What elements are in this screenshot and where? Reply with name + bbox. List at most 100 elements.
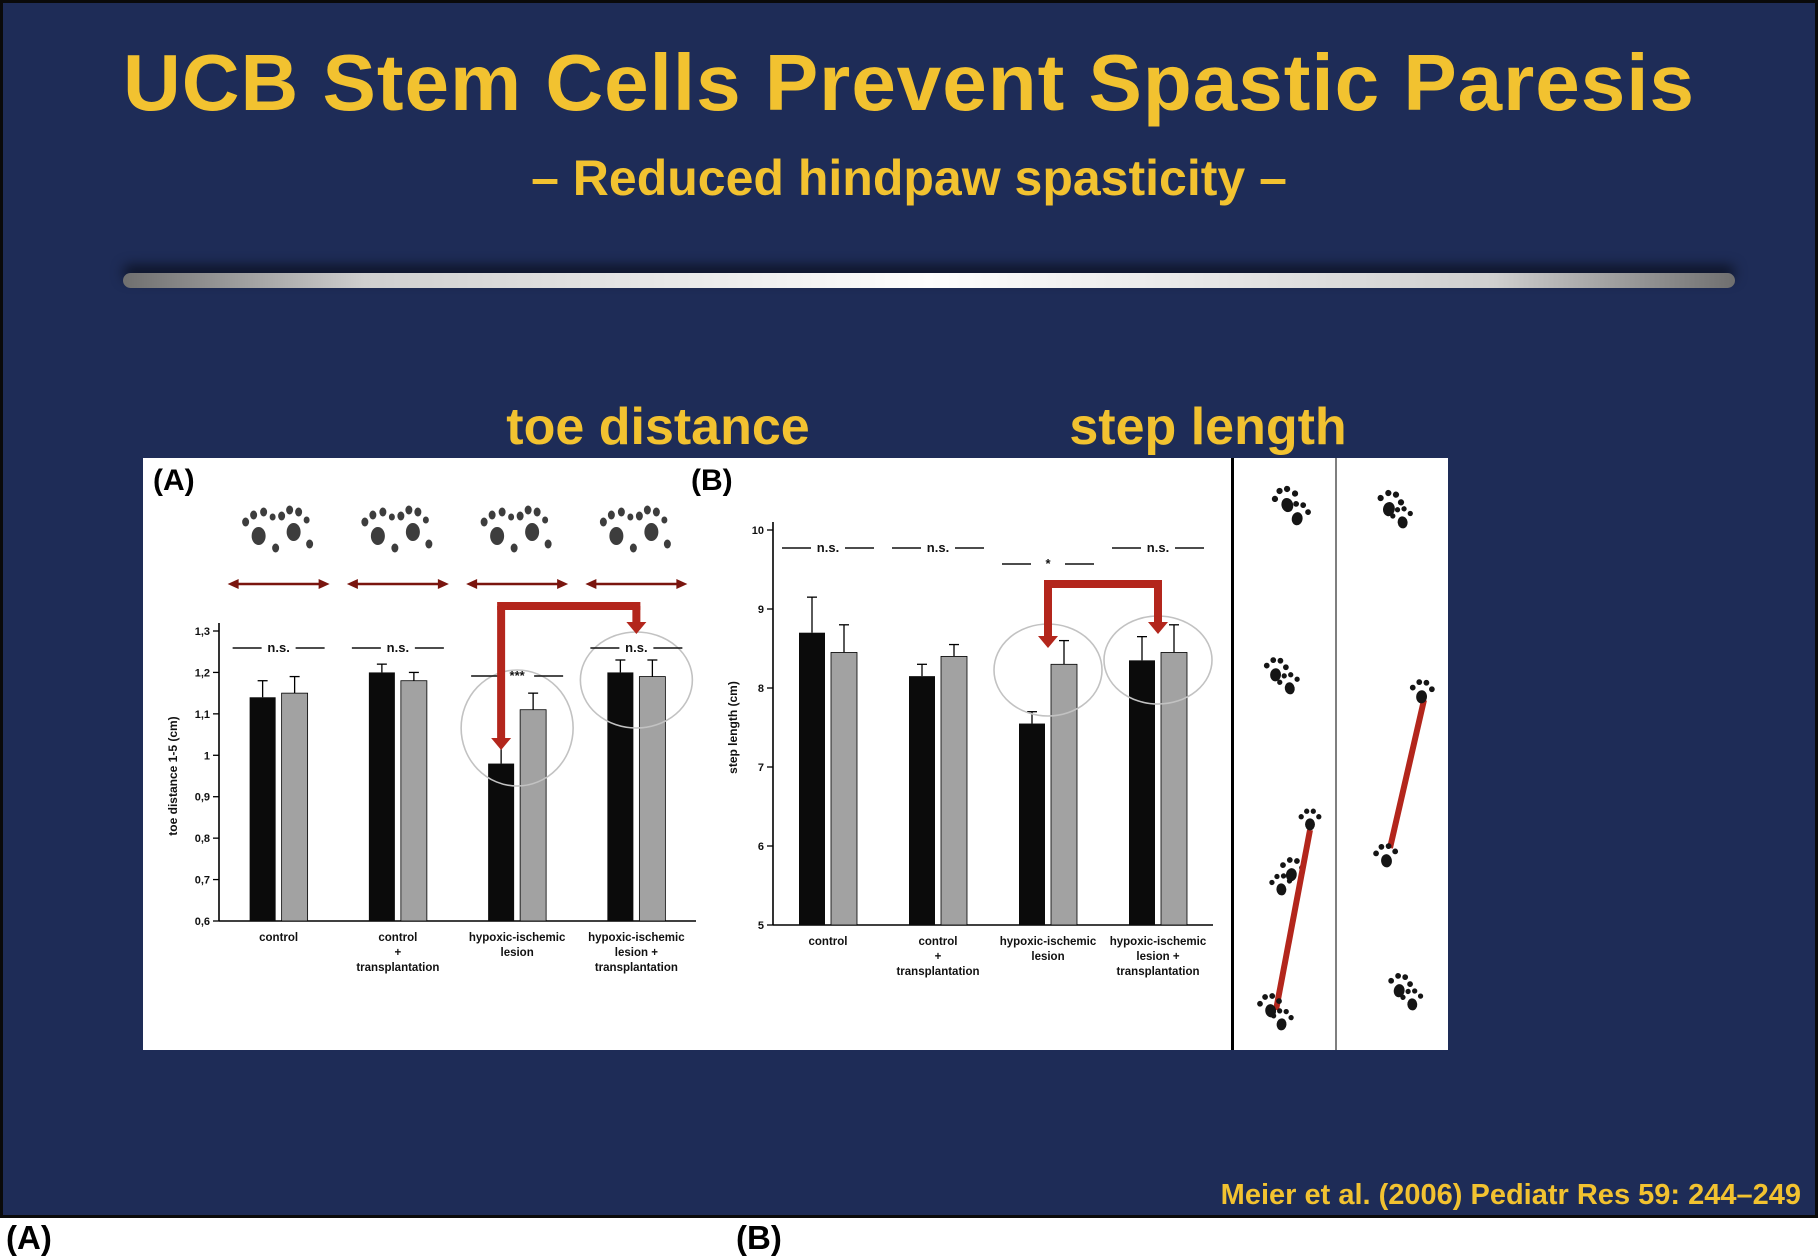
- bar-gray: [830, 652, 858, 926]
- bar-gray: [1050, 663, 1078, 926]
- paw-print-icon: [1377, 489, 1405, 517]
- y-axis-label: toe distance 1-5 (cm): [166, 716, 180, 835]
- footprint-icon: [361, 517, 369, 527]
- footprint-icon: [251, 527, 266, 545]
- footprint-icon: [617, 507, 625, 517]
- footprint-icon: [488, 510, 496, 520]
- footprint-icon: [643, 505, 651, 515]
- footprint-icon: [607, 510, 615, 520]
- significance-label: *: [1045, 556, 1051, 571]
- footprint-icon: [542, 516, 549, 524]
- bar-black: [1129, 660, 1155, 925]
- significance-label: n.s.: [927, 540, 949, 555]
- footprint-icon: [286, 523, 301, 541]
- category-label: hypoxic-ischemic: [469, 932, 566, 944]
- y-tick-label: 7: [758, 762, 764, 774]
- footprint-icon: [242, 517, 250, 527]
- bar-gray: [638, 676, 666, 922]
- y-tick-label: 1,2: [195, 667, 210, 679]
- significance-label: n.s.: [267, 640, 289, 655]
- category-label: transplantation: [896, 966, 979, 978]
- bar-gray: [400, 680, 428, 922]
- bar-gray: [281, 692, 309, 922]
- footprint-icon: [306, 539, 314, 549]
- footprint-icon: [516, 511, 524, 521]
- footprint-icon: [250, 510, 258, 520]
- category-label: lesion +: [615, 947, 658, 959]
- category-label: lesion: [501, 947, 534, 959]
- category-label: control: [809, 936, 848, 948]
- bar-black: [909, 676, 935, 925]
- y-axis-label: step length (cm): [726, 681, 740, 774]
- footprint-icon: [510, 543, 518, 553]
- footprint-icon: [629, 543, 637, 553]
- caption-strip: (A) (B): [0, 1218, 1818, 1259]
- caption-b-label: (B): [736, 1219, 782, 1256]
- red-arrowhead: [1038, 636, 1058, 648]
- footprint-icon: [388, 513, 395, 521]
- category-label: control: [919, 936, 958, 948]
- bar-black: [368, 672, 395, 921]
- category-label: transplantation: [356, 962, 439, 974]
- y-tick-label: 6: [758, 841, 764, 853]
- paw-print-icon: [1257, 993, 1282, 1018]
- gait-footprint-svg: [1257, 458, 1435, 1050]
- footprint-icon: [286, 505, 294, 515]
- toe-distance-heading: toe distance: [506, 398, 810, 456]
- step-length-heading: step length: [1069, 398, 1347, 456]
- red-gait-line: [1273, 829, 1313, 1011]
- panel-a-label: (A): [153, 464, 195, 497]
- red-gait-line: [1387, 699, 1427, 849]
- y-tick-label: 10: [752, 525, 764, 537]
- footprint-icon: [609, 527, 624, 545]
- paw-print-icon: [1298, 808, 1322, 831]
- y-tick-label: 5: [758, 920, 764, 932]
- red-arrowhead: [626, 622, 647, 634]
- footprint-icon: [379, 507, 387, 517]
- significance-label: n.s.: [387, 640, 409, 655]
- y-tick-label: 0,9: [195, 792, 210, 804]
- category-label: hypoxic-ischemic: [1110, 936, 1207, 948]
- significance-label: n.s.: [1147, 540, 1169, 555]
- footprint-icon: [405, 505, 413, 515]
- bar-gray: [1160, 652, 1188, 926]
- paw-print-icon: [1269, 873, 1293, 896]
- category-label: hypoxic-ischemic: [1000, 936, 1097, 948]
- footprint-icon: [480, 517, 488, 527]
- paw-print-icon: [1263, 657, 1289, 682]
- footprint-icon: [391, 543, 399, 553]
- red-arrowhead: [491, 738, 512, 750]
- paw-print-icon: [1390, 506, 1413, 529]
- slide-subtitle: – Reduced hindpaw spasticity –: [531, 150, 1287, 206]
- y-tick-label: 8: [758, 683, 764, 695]
- divider-bar: [123, 273, 1735, 288]
- footprint-icon: [272, 543, 280, 553]
- y-tick-label: 1: [204, 750, 210, 762]
- category-label: lesion +: [1136, 951, 1179, 963]
- footprint-icon: [544, 539, 552, 549]
- footprint-icon: [369, 510, 377, 520]
- y-tick-label: 1,1: [195, 709, 210, 721]
- step-length-chart: 10 9 8 7 6 5 step length (cm) n.s. n.s. * n.s. cont…: [726, 522, 1213, 978]
- bar-gray: [519, 709, 547, 922]
- footprint-icon: [303, 516, 310, 524]
- slide-title: UCB Stem Cells Prevent Spastic Paresis: [122, 38, 1696, 127]
- category-label: lesion: [1031, 951, 1064, 963]
- significance-label: n.s.: [625, 640, 647, 655]
- paw-print-icon: [1270, 1008, 1294, 1031]
- figure-panel: (A) (B) 1,3 1,2 1,1 1 0,9 0,8 0,7 0,6 toe distan…: [143, 458, 1448, 1050]
- footprint-icon: [425, 539, 433, 549]
- category-label: +: [935, 951, 942, 963]
- y-tick-label: 1,3: [195, 626, 210, 638]
- red-arrowhead: [1148, 622, 1168, 634]
- footprint-icon: [498, 507, 506, 517]
- footprint-icon: [422, 516, 429, 524]
- gait-footprint-panel: [1231, 458, 1448, 1050]
- y-tick-label: 9: [758, 604, 764, 616]
- toe-distance-chart: 1,3 1,2 1,1 1 0,9 0,8 0,7 0,6 toe distance 1-5 (…: [166, 505, 696, 974]
- footprint-icon: [278, 511, 286, 521]
- y-tick-label: 0,8: [195, 833, 210, 845]
- category-label: +: [395, 947, 402, 959]
- bar-gray: [940, 655, 968, 926]
- footprint-icon: [269, 513, 276, 521]
